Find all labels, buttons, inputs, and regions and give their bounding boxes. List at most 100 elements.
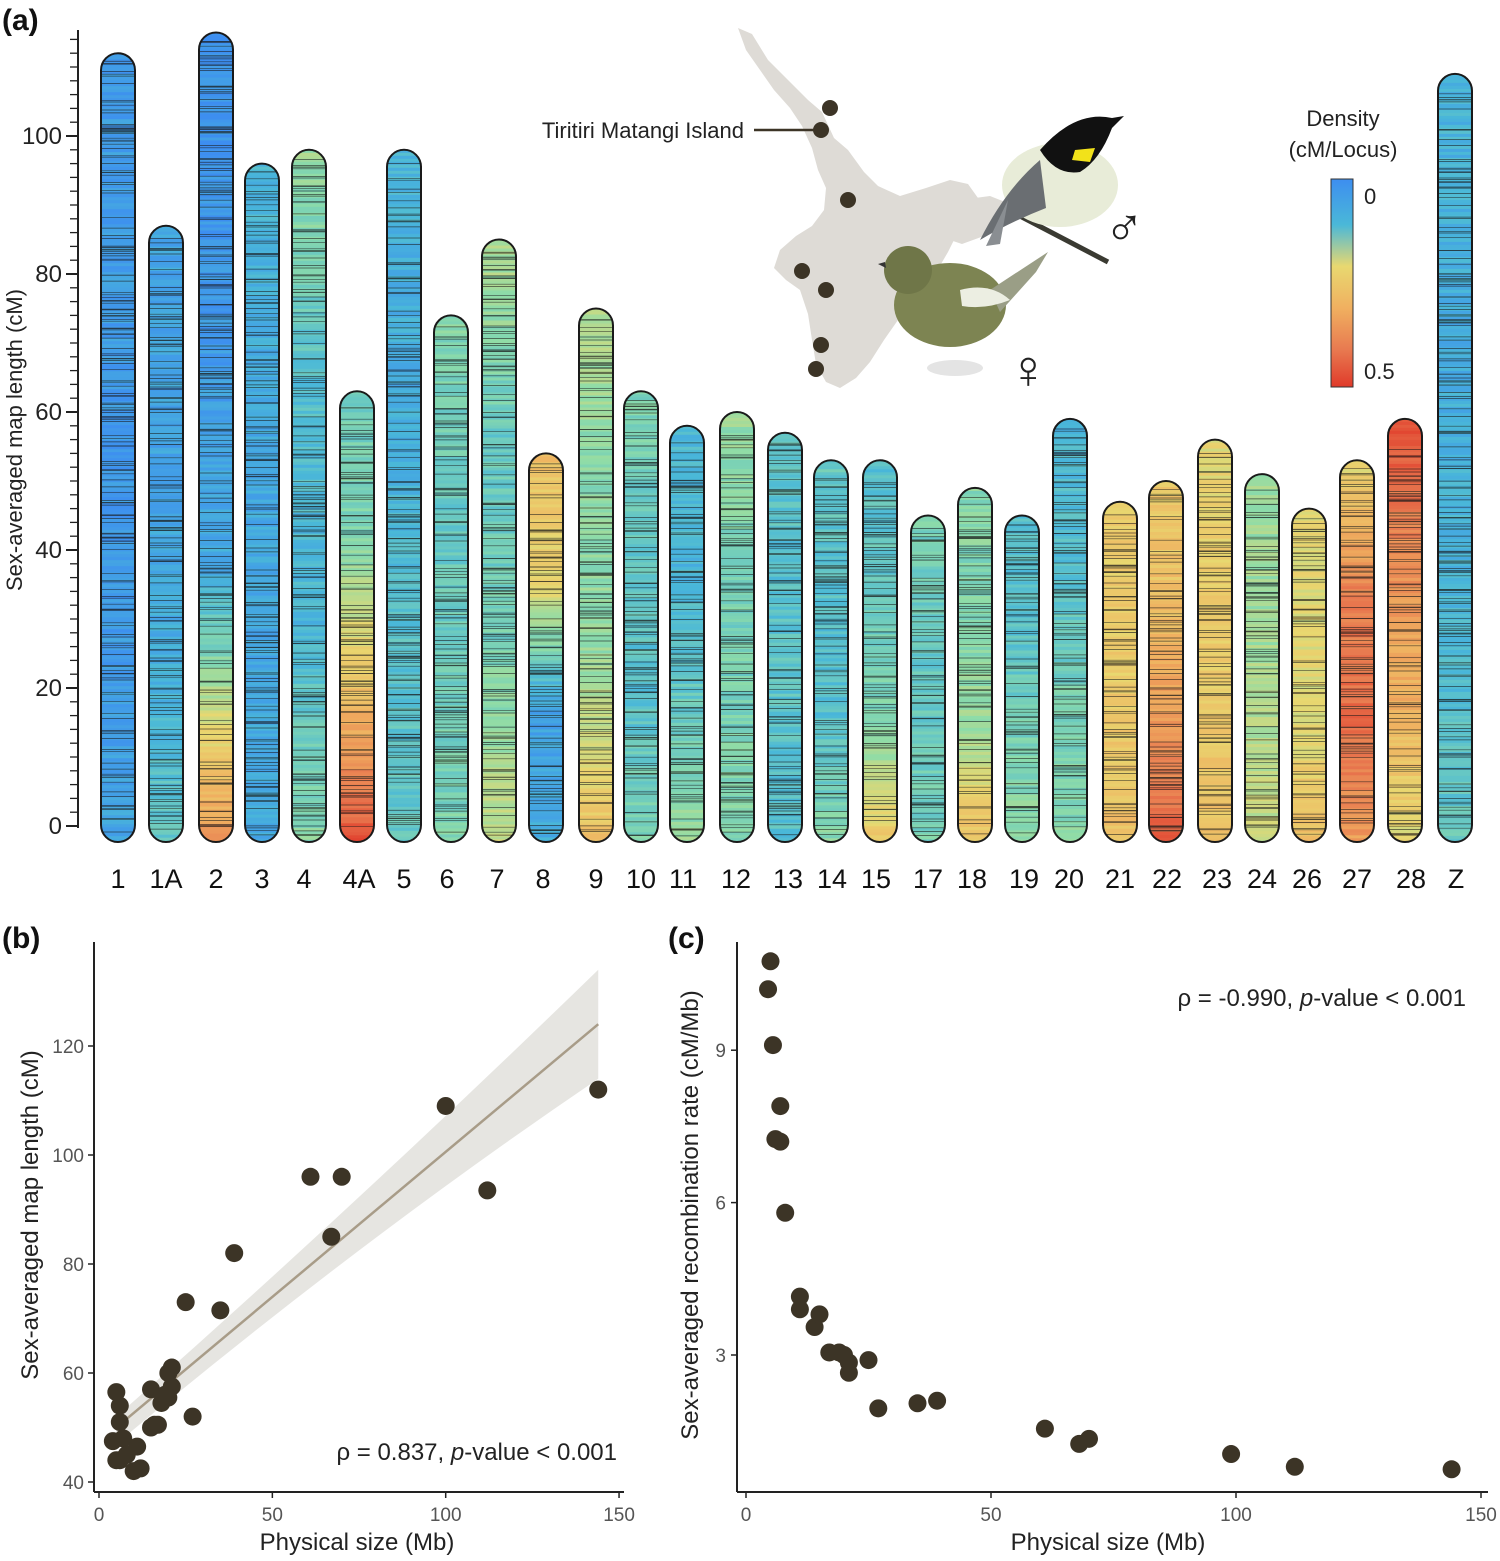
density-segment xyxy=(482,683,516,688)
density-segment xyxy=(814,832,848,836)
density-segment xyxy=(1292,628,1326,633)
density-segment xyxy=(199,797,233,802)
density-segment xyxy=(1149,577,1183,581)
density-segment xyxy=(1149,748,1183,752)
density-segment xyxy=(482,593,516,598)
density-segment xyxy=(814,514,848,518)
density-segment xyxy=(1005,758,1039,763)
density-segment xyxy=(292,257,326,262)
density-segment xyxy=(101,632,135,636)
chromosome-fill xyxy=(1340,460,1374,842)
density-segment xyxy=(387,806,421,811)
density-segment xyxy=(1292,544,1326,549)
density-segment xyxy=(101,113,135,117)
density-segment xyxy=(911,788,945,793)
density-segment xyxy=(720,736,754,740)
density-segment xyxy=(1198,547,1232,552)
density-segment xyxy=(199,788,233,793)
density-segment xyxy=(199,692,233,697)
density-segment xyxy=(1245,687,1279,691)
density-segment xyxy=(1053,658,1087,663)
density-segment xyxy=(1245,486,1279,490)
density-segment xyxy=(579,476,613,481)
density-segment xyxy=(1340,772,1374,776)
density-segment xyxy=(149,444,183,449)
chromosome-fill xyxy=(768,432,802,842)
density-segment xyxy=(199,599,233,604)
density-segment xyxy=(1198,814,1232,819)
density-segment xyxy=(1340,496,1374,500)
density-segment xyxy=(387,665,421,670)
density-segment xyxy=(911,674,945,679)
density-segment xyxy=(670,437,704,442)
density-segment xyxy=(1245,756,1279,760)
density-segment xyxy=(101,419,135,423)
chromosome-fill xyxy=(292,149,326,843)
density-segment xyxy=(1438,292,1472,297)
density-segment xyxy=(720,574,754,578)
density-segment xyxy=(1292,673,1326,678)
density-segment xyxy=(579,323,613,328)
density-segment xyxy=(1340,706,1374,710)
density-segment xyxy=(482,374,516,379)
density-segment xyxy=(624,424,658,428)
density-segment xyxy=(1292,835,1326,840)
density-segment xyxy=(101,65,135,69)
density-segment xyxy=(292,803,326,808)
density-segment xyxy=(670,692,704,697)
density-segment xyxy=(1292,742,1326,747)
density-segment xyxy=(1438,805,1472,810)
density-segment xyxy=(529,705,563,709)
density-segment xyxy=(814,655,848,659)
density-segment xyxy=(482,824,516,829)
density-segment xyxy=(101,659,135,663)
density-segment xyxy=(1292,760,1326,765)
density-segment xyxy=(199,833,233,838)
density-segment xyxy=(1149,604,1183,608)
density-segment xyxy=(1388,712,1422,717)
density-segment xyxy=(863,700,897,704)
density-segment xyxy=(387,254,421,259)
density-segment xyxy=(340,829,374,833)
density-segment xyxy=(529,558,563,562)
density-segment xyxy=(434,534,468,538)
density-segment xyxy=(482,692,516,697)
density-segment xyxy=(1053,541,1087,546)
density-segment xyxy=(768,705,802,710)
density-segment xyxy=(482,722,516,727)
density-segment xyxy=(149,540,183,545)
density-segment xyxy=(199,35,233,40)
density-segment xyxy=(1340,658,1374,662)
density-segment xyxy=(720,790,754,794)
locus-markers xyxy=(911,528,945,836)
density-segment xyxy=(387,293,421,298)
density-segment xyxy=(1438,679,1472,684)
density-segment xyxy=(292,206,326,211)
density-segment xyxy=(1340,814,1374,818)
chromosome-14 xyxy=(813,459,849,843)
density-segment xyxy=(340,685,374,689)
density-segment xyxy=(292,188,326,193)
density-segment xyxy=(1438,739,1472,744)
density-segment xyxy=(1245,492,1279,496)
density-segment xyxy=(863,610,897,614)
density-segment xyxy=(149,534,183,539)
density-segment xyxy=(911,662,945,667)
density-segment xyxy=(958,784,992,789)
density-segment xyxy=(1388,424,1422,429)
density-segment xyxy=(387,491,421,496)
density-segment xyxy=(1198,718,1232,723)
density-segment xyxy=(1103,684,1137,689)
density-segment xyxy=(434,816,468,820)
density-segment xyxy=(482,494,516,499)
density-segment xyxy=(149,828,183,833)
density-segment xyxy=(624,814,658,818)
density-segment xyxy=(1388,553,1422,558)
density-segment xyxy=(814,598,848,602)
density-segment xyxy=(387,662,421,667)
density-segment xyxy=(292,551,326,556)
density-segment xyxy=(1198,568,1232,573)
density-segment xyxy=(482,713,516,718)
density-segment xyxy=(199,53,233,58)
density-segment xyxy=(814,751,848,755)
